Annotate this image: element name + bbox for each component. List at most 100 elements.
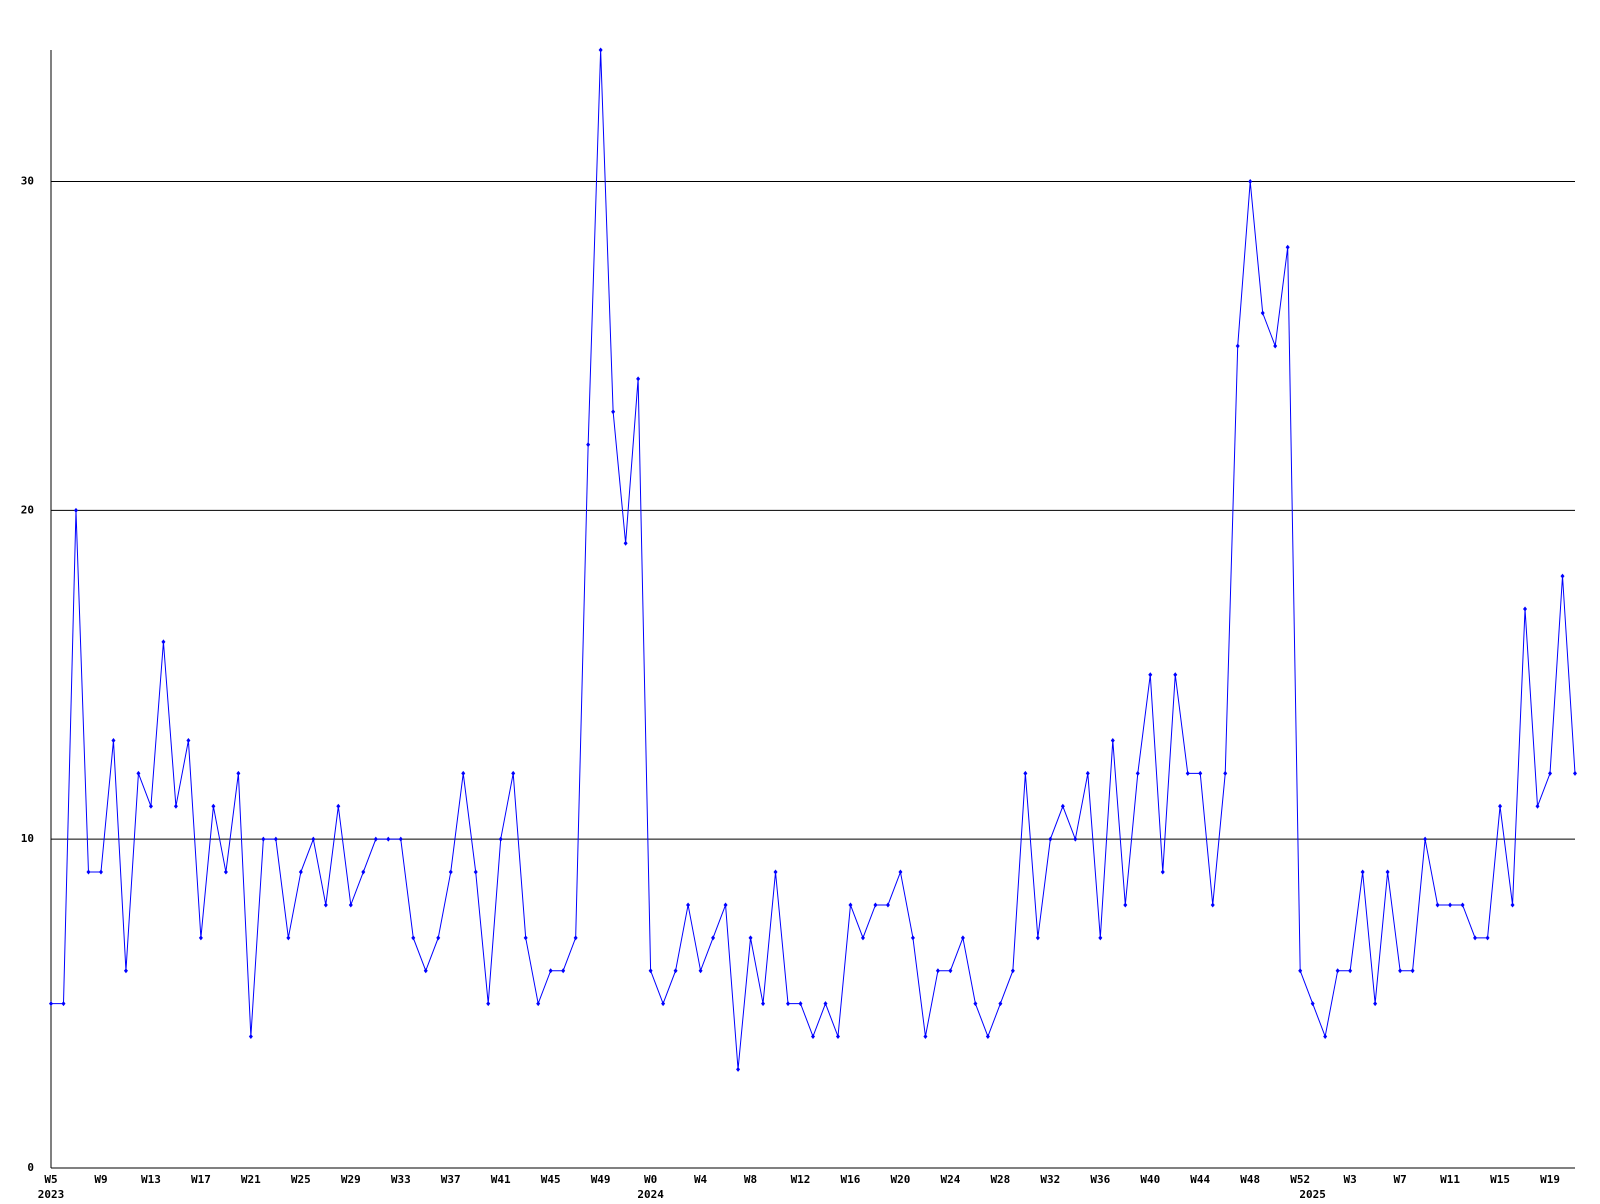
- data-point: [1173, 672, 1178, 678]
- x-tick-label: W41: [491, 1173, 511, 1186]
- data-point: [123, 968, 128, 974]
- data-point: [573, 935, 578, 941]
- x-year-label: 2023: [38, 1188, 65, 1200]
- data-point: [1398, 968, 1403, 974]
- x-tick-label: W40: [1140, 1173, 1160, 1186]
- x-tick-label: W25: [291, 1173, 311, 1186]
- data-point: [1385, 869, 1390, 875]
- data-point: [348, 902, 353, 908]
- data-point: [860, 935, 865, 941]
- data-point: [598, 47, 603, 53]
- x-tick-label: W5: [44, 1173, 57, 1186]
- data-point: [423, 968, 428, 974]
- data-point: [286, 935, 291, 941]
- data-point: [1235, 343, 1240, 349]
- data-point: [548, 968, 553, 974]
- x-tick-label: W11: [1440, 1173, 1460, 1186]
- data-point: [386, 836, 391, 842]
- data-point: [636, 376, 641, 382]
- x-tick-label: W21: [241, 1173, 261, 1186]
- data-point: [935, 968, 940, 974]
- data-point: [898, 869, 903, 875]
- data-point: [1110, 738, 1115, 744]
- data-point: [811, 1033, 815, 1039]
- data-point: [1523, 606, 1528, 612]
- data-point: [1185, 770, 1190, 776]
- data-point: [561, 968, 566, 974]
- x-tick-label: W48: [1240, 1173, 1260, 1186]
- x-tick-label: W8: [744, 1173, 757, 1186]
- data-point: [985, 1033, 990, 1039]
- data-point: [436, 935, 441, 941]
- data-point: [948, 968, 953, 974]
- data-point: [686, 902, 691, 908]
- data-point: [736, 1066, 741, 1072]
- data-point: [1248, 179, 1253, 185]
- x-tick-label: W9: [94, 1173, 107, 1186]
- data-point: [261, 836, 266, 842]
- data-point: [536, 1001, 541, 1007]
- x-tick-label: W52: [1290, 1173, 1310, 1186]
- data-point: [885, 902, 890, 908]
- data-point: [1410, 968, 1415, 974]
- data-point: [86, 869, 91, 875]
- x-tick-label: W0: [644, 1173, 657, 1186]
- data-point: [873, 902, 878, 908]
- data-point: [835, 1033, 840, 1039]
- x-tick-label: W20: [891, 1173, 911, 1186]
- data-point: [1023, 770, 1028, 776]
- data-point: [498, 836, 503, 842]
- y-tick-label: 10: [21, 832, 34, 845]
- data-point: [1460, 902, 1465, 908]
- data-point: [1085, 770, 1090, 776]
- x-tick-label: W49: [591, 1173, 611, 1186]
- x-tick-label: W36: [1090, 1173, 1110, 1186]
- data-point: [1260, 310, 1265, 316]
- data-point: [711, 935, 716, 941]
- data-point: [1198, 770, 1203, 776]
- data-point: [1135, 770, 1140, 776]
- data-point: [136, 770, 141, 776]
- data-point: [311, 836, 316, 842]
- data-point: [1448, 902, 1453, 908]
- x-tick-label: W17: [191, 1173, 211, 1186]
- data-point: [1510, 902, 1515, 908]
- data-point: [723, 902, 728, 908]
- data-point: [661, 1001, 666, 1007]
- data-line: [51, 49, 1576, 1070]
- y-tick-label: 30: [21, 175, 34, 188]
- data-point: [198, 935, 203, 941]
- data-point: [511, 770, 516, 776]
- data-point: [373, 836, 378, 842]
- data-point: [336, 803, 341, 809]
- data-point: [1160, 869, 1165, 875]
- data-point: [973, 1001, 978, 1007]
- data-point: [923, 1033, 928, 1039]
- data-point: [223, 869, 228, 875]
- x-tick-label: W33: [391, 1173, 411, 1186]
- data-point: [1473, 935, 1478, 941]
- data-point: [1435, 902, 1440, 908]
- data-point: [1285, 244, 1290, 250]
- data-point: [698, 968, 703, 974]
- data-point: [1560, 573, 1565, 579]
- x-tick-label: W45: [541, 1173, 561, 1186]
- data-point: [623, 540, 628, 546]
- x-tick-label: W16: [841, 1173, 861, 1186]
- data-point: [73, 507, 78, 513]
- data-point: [1098, 935, 1103, 941]
- x-tick-label: W19: [1540, 1173, 1560, 1186]
- x-tick-label: W44: [1190, 1173, 1210, 1186]
- data-point: [173, 803, 178, 809]
- data-point: [186, 738, 191, 744]
- data-point: [1323, 1033, 1328, 1039]
- data-point: [1498, 803, 1503, 809]
- data-point: [1060, 803, 1065, 809]
- data-point: [298, 869, 303, 875]
- data-point: [361, 869, 366, 875]
- data-point: [1310, 1001, 1315, 1007]
- data-point: [1335, 968, 1340, 974]
- x-tick-label: W7: [1393, 1173, 1406, 1186]
- data-point: [673, 968, 678, 974]
